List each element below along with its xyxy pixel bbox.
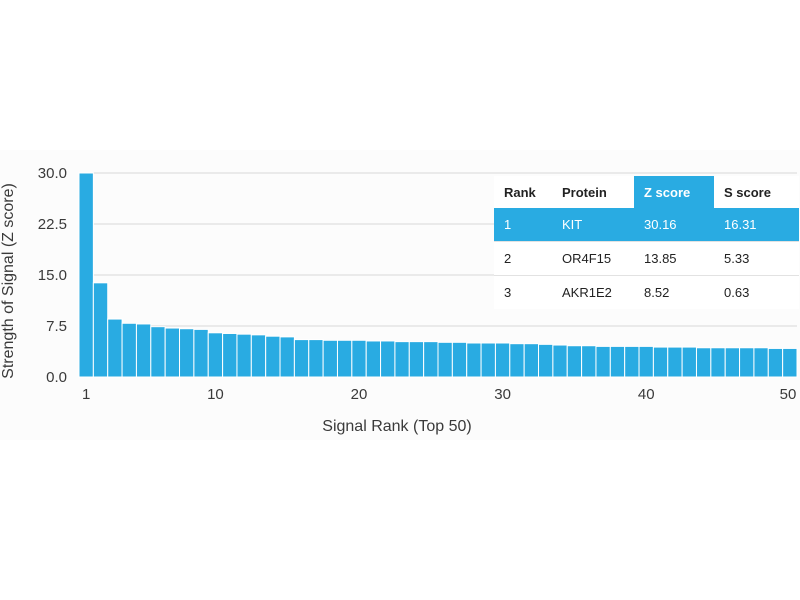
bars [78,172,798,378]
bar-rank-47 [739,347,755,378]
bar-rank-34 [552,344,568,378]
bar-rank-44 [695,347,712,378]
table-row: 3 AKR1E2 8.52 0.63 [494,275,799,309]
bar-rank-42 [667,346,683,378]
bar-rank-41 [652,346,669,378]
bar-rank-26 [437,341,453,378]
bar-rank-6 [150,326,166,378]
x-tick-label: 10 [207,386,224,403]
cell-rank: 3 [494,275,552,309]
y-tick-label: 7.5 [46,318,67,335]
bar-rank-9 [193,328,209,378]
y-tick-label: 30.0 [38,165,67,182]
bar-rank-19 [336,339,353,378]
header-protein: Protein [562,184,607,200]
cell-protein: KIT [552,208,634,242]
bar-rank-8 [179,328,195,378]
bar-rank-35 [566,345,583,378]
x-tick-label: 50 [780,386,797,403]
x-tick-label: 30 [494,386,511,403]
bar-rank-38 [609,345,626,378]
bar-rank-40 [638,345,654,378]
bar-rank-27 [451,341,468,378]
bar-rank-14 [265,335,281,378]
table-row: 1 KIT 30.16 16.31 [494,208,799,242]
cell-z-score: 8.52 [634,275,714,309]
bar-rank-29 [480,342,496,378]
bar-rank-46 [724,347,741,378]
bar-rank-50 [782,347,798,378]
bar-rank-21 [365,340,382,378]
y-tick-label: 15.0 [38,267,67,284]
header-s-score: S score [724,184,771,200]
cell-z-score: 13.85 [634,241,714,276]
bar-rank-20 [351,339,367,378]
bar-rank-39 [624,345,640,378]
bar-rank-37 [595,345,611,378]
bar-rank-43 [681,346,697,378]
bar-rank-22 [380,340,396,378]
cell-s-score: 16.31 [714,208,799,242]
bar-rank-18 [322,339,338,378]
bar-rank-32 [523,343,540,378]
x-tick-label: 1 [82,386,90,403]
bar-rank-30 [494,342,511,378]
cell-s-score: 5.33 [714,241,799,276]
x-tick-label: 20 [351,386,368,403]
table-row: 2 OR4F15 13.85 5.33 [494,241,799,276]
bar-rank-45 [710,347,726,378]
bar-rank-3 [107,318,123,378]
y-axis-title: Strength of Signal (Z score) [0,183,17,379]
bar-rank-15 [279,336,295,378]
header-rank: Rank [504,184,536,200]
bar-rank-33 [538,343,554,378]
bar-rank-31 [509,343,525,378]
table-header-row: Rank Protein Z score S score [494,176,799,208]
cell-protein: AKR1E2 [552,275,634,309]
bar-rank-4 [121,322,137,378]
bar-rank-16 [293,339,310,378]
y-tick-label: 22.5 [38,216,67,233]
x-tick-label: 40 [638,386,655,403]
cell-z-score: 30.16 [634,208,714,242]
cell-rank: 1 [494,208,552,242]
bar-rank-7 [164,327,181,378]
bar-rank-10 [207,332,224,378]
cell-s-score: 0.63 [714,275,799,309]
x-axis-title: Signal Rank (Top 50) [322,418,471,435]
bar-rank-1 [78,172,94,378]
bar-rank-23 [394,341,410,378]
bar-rank-49 [767,347,784,378]
bar-rank-48 [753,347,769,378]
bar-rank-24 [408,341,425,378]
bar-rank-36 [581,345,597,378]
cell-protein: OR4F15 [552,241,634,276]
bar-rank-12 [236,333,252,378]
cell-rank: 2 [494,241,552,276]
bar-rank-17 [308,339,324,378]
top-signals-table: Rank Protein Z score S score 1 KIT 30.16… [494,176,799,309]
bar-rank-13 [250,334,267,378]
header-z-score: Z score [634,176,714,208]
y-axis-ticks: 0.0 7.5 15.0 22.5 30.0 [38,165,67,386]
x-axis-ticks: 1 10 20 30 40 50 [82,386,796,403]
bar-rank-25 [423,341,439,378]
bar-rank-28 [466,342,482,378]
bar-rank-5 [135,323,152,378]
bar-rank-2 [92,282,109,378]
y-tick-label: 0.0 [46,369,67,386]
bar-rank-11 [222,332,238,378]
